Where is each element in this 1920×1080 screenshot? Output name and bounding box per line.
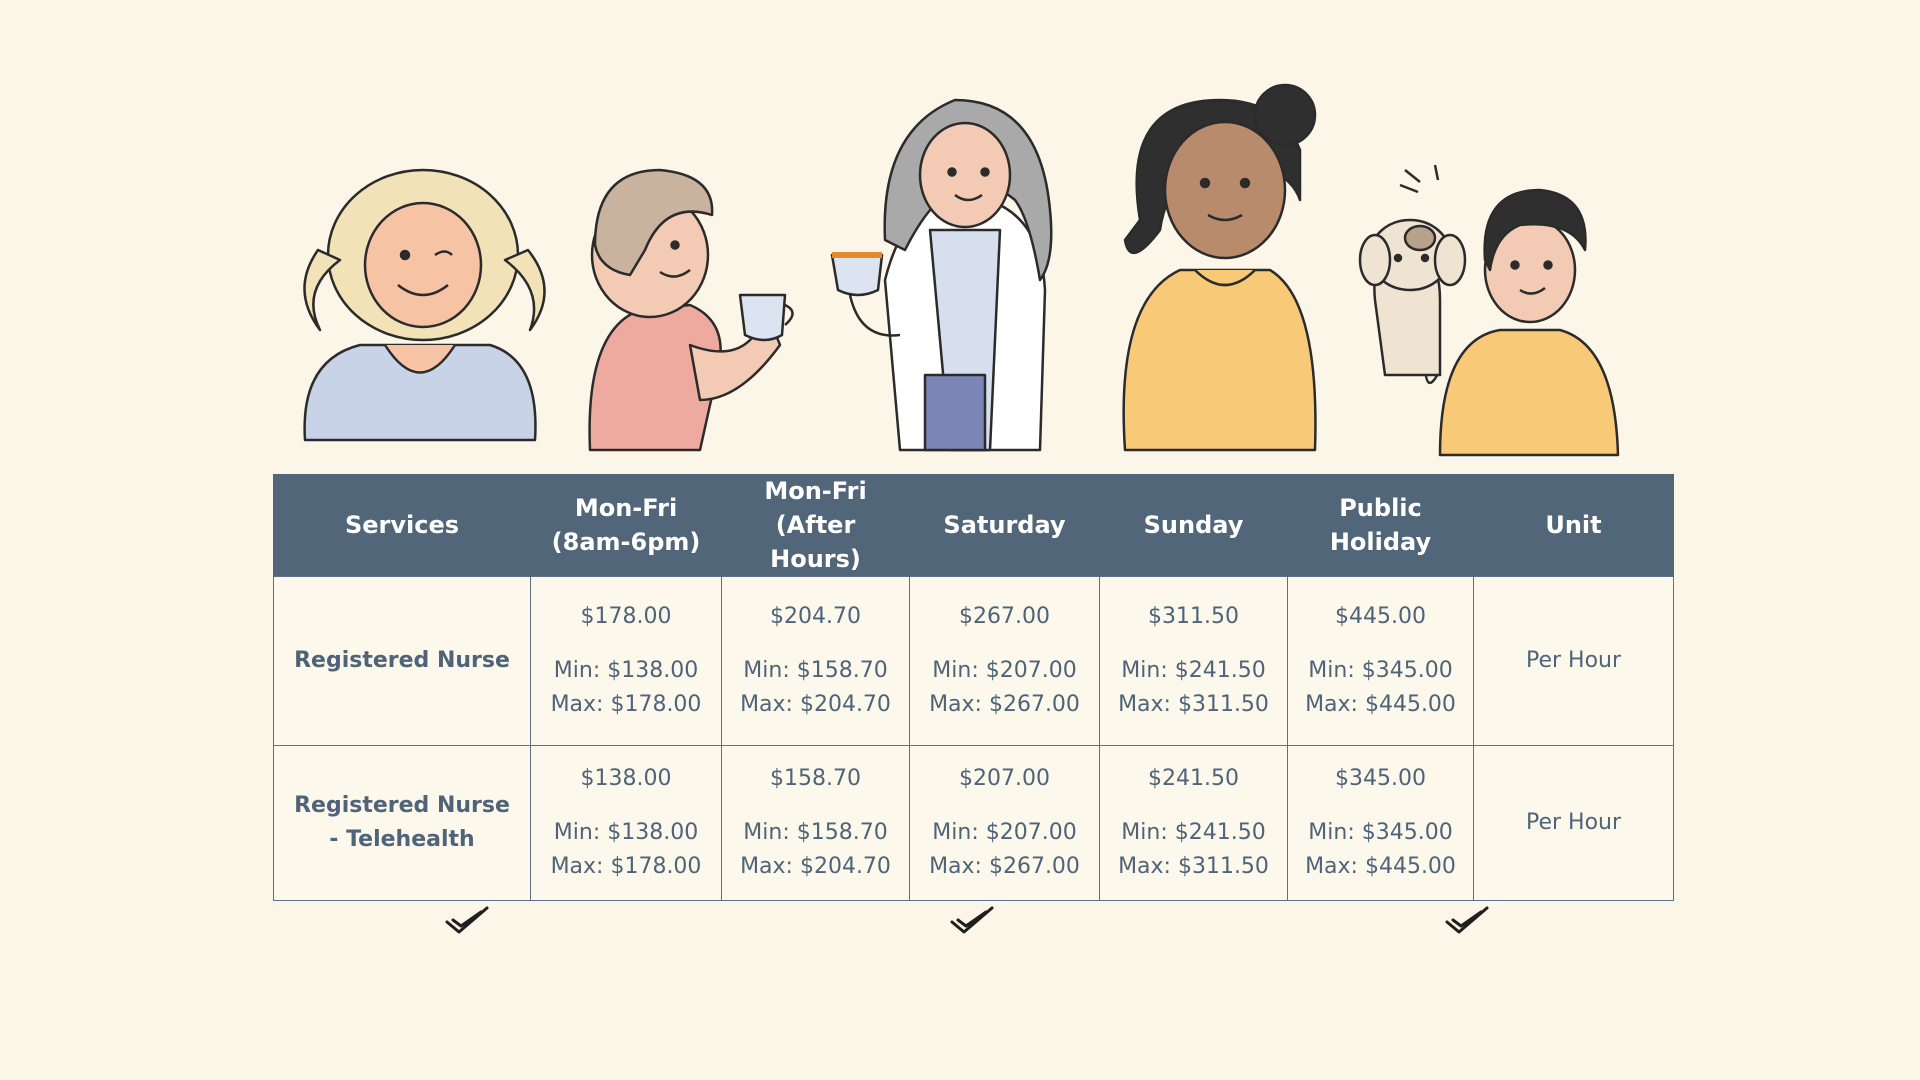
rate-value: $345.00 (1335, 766, 1426, 791)
woman-holding-cup-icon (588, 168, 794, 452)
checkmark-icon (950, 906, 994, 934)
rate-cell: $311.50 Min: $241.50 Max: $311.50 (1099, 576, 1288, 746)
rate-min: Min: $207.00 (932, 658, 1077, 683)
rate-max: Max: $267.00 (929, 854, 1080, 879)
rate-min: Min: $241.50 (1121, 658, 1266, 683)
rate-min: Min: $158.70 (743, 658, 888, 683)
rate-max: Max: $311.50 (1118, 692, 1269, 717)
rate-value: $311.50 (1148, 604, 1239, 629)
woman-blonde-curly-hair-icon (303, 168, 546, 442)
woman-yellow-sweater-icon (1122, 83, 1317, 452)
rate-max: Max: $445.00 (1305, 854, 1456, 879)
rate-value: $445.00 (1335, 604, 1426, 629)
unit-cell: Per Hour (1473, 576, 1674, 746)
table-row: Registered Nurse $178.00 Min: $138.00 Max:… (273, 576, 1674, 746)
header-mon-fri-after-hours: Mon-Fri (After Hours) (721, 474, 910, 577)
unit-cell: Per Hour (1473, 745, 1674, 901)
rate-value: $207.00 (959, 766, 1050, 791)
service-name: Registered Nurse (273, 576, 531, 746)
header-sunday: Sunday (1099, 474, 1288, 577)
rate-value: $241.50 (1148, 766, 1239, 791)
rate-min: Min: $138.00 (553, 820, 699, 845)
rate-cell: $204.70 Min: $158.70 Max: $204.70 (721, 576, 910, 746)
rate-cell: $178.00 Min: $138.00 Max: $178.00 (530, 576, 722, 746)
rate-value: $158.70 (770, 766, 861, 791)
rate-max: Max: $267.00 (929, 692, 1080, 717)
rate-min: Min: $158.70 (743, 820, 888, 845)
header-mon-fri-day: Mon-Fri (8am-6pm) (530, 474, 722, 577)
rate-min: Min: $207.00 (932, 820, 1077, 845)
rate-max: Max: $311.50 (1118, 854, 1269, 879)
header-public-holiday: Public Holiday (1287, 474, 1474, 577)
checkmark-icon (445, 906, 489, 934)
rate-cell: $158.70 Min: $158.70 Max: $204.70 (721, 745, 910, 901)
header-row: Services Mon-Fri (8am-6pm) Mon-Fri (After … (273, 474, 1674, 577)
header-saturday: Saturday (909, 474, 1100, 577)
header-unit: Unit (1473, 474, 1674, 577)
rate-max: Max: $178.00 (550, 854, 702, 879)
boy-with-puppy-icon (1358, 164, 1620, 457)
rate-cell: $241.50 Min: $241.50 Max: $311.50 (1099, 745, 1288, 901)
rate-cell: $445.00 Min: $345.00 Max: $445.00 (1287, 576, 1474, 746)
rate-min: Min: $345.00 (1308, 658, 1453, 683)
header-services: Services (273, 474, 531, 577)
rate-max: Max: $178.00 (550, 692, 702, 717)
rate-value: $138.00 (580, 766, 672, 791)
rate-min: Min: $345.00 (1308, 820, 1453, 845)
rate-cell: $207.00 Min: $207.00 Max: $267.00 (909, 745, 1100, 901)
table-row: Registered Nurse - Telehealth $138.00 Min:… (273, 745, 1674, 901)
rate-cell: $345.00 Min: $345.00 Max: $445.00 (1287, 745, 1474, 901)
rate-value: $178.00 (580, 604, 672, 629)
rate-max: Max: $204.70 (740, 854, 891, 879)
rate-min: Min: $138.00 (553, 658, 699, 683)
checkmark-icon (1445, 906, 1489, 934)
rate-cell: $138.00 Min: $138.00 Max: $178.00 (530, 745, 722, 901)
pricing-table: Services Mon-Fri (8am-6pm) Mon-Fri (After … (273, 474, 1674, 901)
rate-cell: $267.00 Min: $207.00 Max: $267.00 (909, 576, 1100, 746)
rate-max: Max: $445.00 (1305, 692, 1456, 717)
rate-value: $204.70 (770, 604, 861, 629)
nurse-with-mug-icon (830, 98, 1053, 452)
illustration-row (303, 83, 1620, 457)
rate-max: Max: $204.70 (740, 692, 891, 717)
rate-min: Min: $241.50 (1121, 820, 1266, 845)
rate-value: $267.00 (959, 604, 1050, 629)
service-name: Registered Nurse - Telehealth (273, 745, 531, 901)
